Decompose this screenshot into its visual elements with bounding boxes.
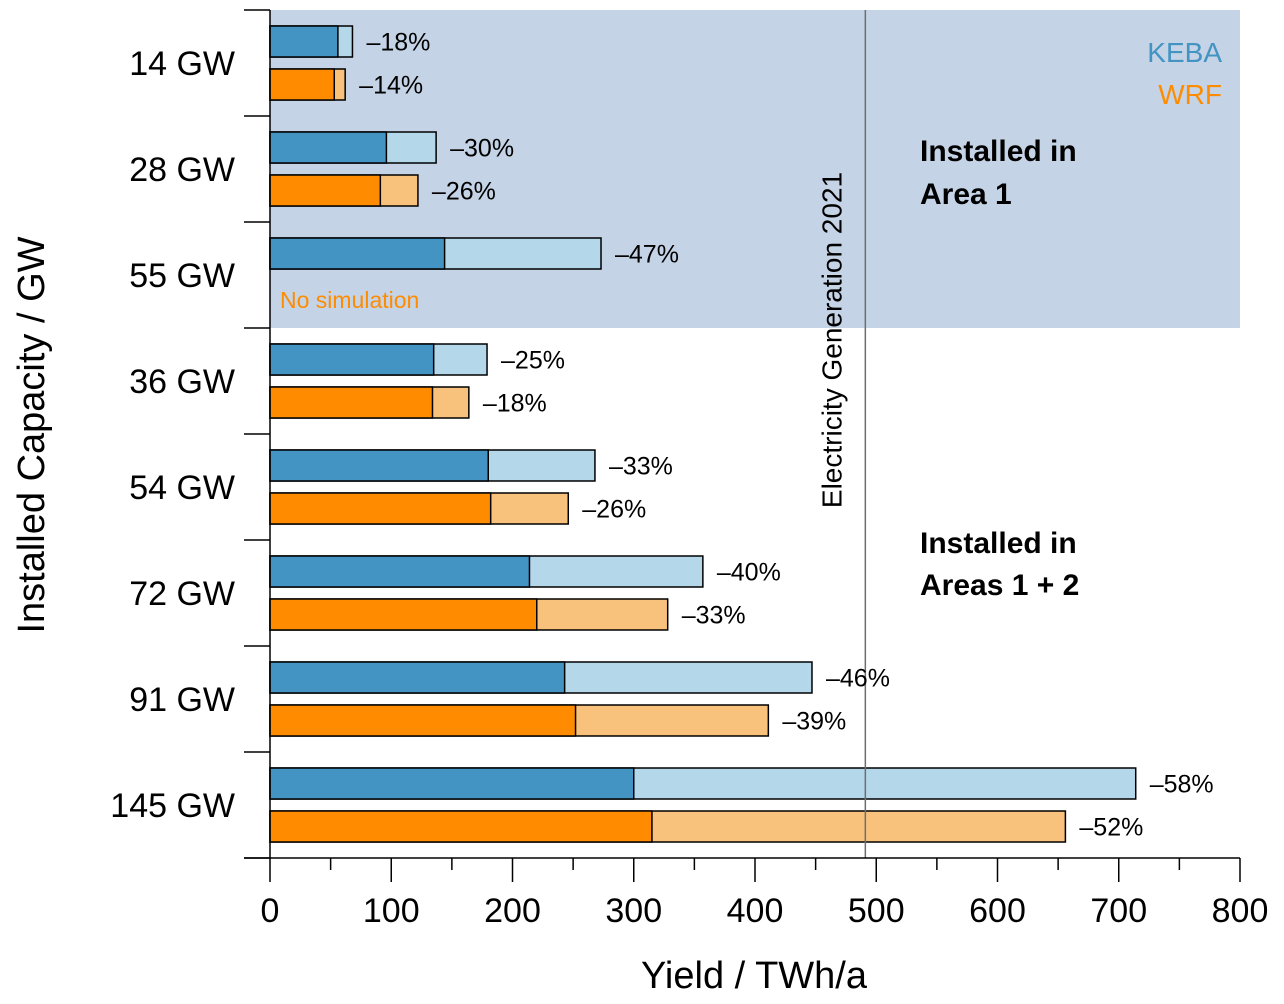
x-tick-label-1: 100 <box>363 892 420 930</box>
keba-yield-bar-3 <box>269 343 435 376</box>
x-tick-label-6: 600 <box>969 892 1026 930</box>
wrf-pct-label-0: –14% <box>359 72 423 100</box>
keba-yield-bar-7 <box>269 767 635 800</box>
y-tick-label-0: 14 GW <box>129 45 235 83</box>
y-tick-label-4: 54 GW <box>129 469 235 507</box>
wrf-yield-bar-3 <box>269 386 434 419</box>
x-tick-label-0: 0 <box>261 892 280 930</box>
wrf-pct-label-1: –26% <box>432 178 496 206</box>
keba-pct-label-7: –58% <box>1150 771 1214 799</box>
wrf-yield-bar-7 <box>269 810 653 843</box>
region-area1-label-line1: Installed in <box>920 135 1077 168</box>
keba-yield-bar-2 <box>269 237 446 270</box>
keba-yield-bar-4 <box>269 449 489 482</box>
legend-wrf: WRF <box>1158 79 1222 110</box>
keba-yield-bar-6 <box>269 661 566 694</box>
x-tick-label-2: 200 <box>484 892 541 930</box>
x-tick-label-8: 800 <box>1212 892 1269 930</box>
region-1-background <box>270 10 1240 328</box>
region-area1-label-line2: Area 1 <box>920 178 1012 211</box>
wrf-pct-label-5: –33% <box>682 602 746 630</box>
y-tick-label-3: 36 GW <box>129 363 235 401</box>
reference-line-label: Electricity Generation 2021 <box>816 172 847 508</box>
y-tick-label-7: 145 GW <box>110 787 235 825</box>
wrf-yield-bar-4 <box>269 492 492 525</box>
keba-yield-bar-0 <box>269 25 339 58</box>
keba-pct-label-1: –30% <box>450 135 514 163</box>
x-axis-title: Yield / TWh/a <box>641 955 868 997</box>
y-axis-title: Installed Capacity / GW <box>11 236 53 633</box>
keba-pct-label-4: –33% <box>609 453 673 481</box>
wrf-yield-bar-1 <box>269 174 382 207</box>
x-tick-label-3: 300 <box>605 892 662 930</box>
keba-pct-label-0: –18% <box>366 29 430 57</box>
wrf-yield-bar-6 <box>269 704 577 737</box>
wrf-yield-bar-5 <box>269 598 538 631</box>
keba-pct-label-5: –40% <box>717 559 781 587</box>
wrf-pct-label-7: –52% <box>1079 814 1143 842</box>
keba-yield-bar-1 <box>269 131 388 164</box>
keba-pct-label-2: –47% <box>615 241 679 269</box>
x-tick-label-7: 700 <box>1090 892 1147 930</box>
x-tick-label-4: 400 <box>727 892 784 930</box>
wrf-pct-label-4: –26% <box>582 496 646 524</box>
keba-pct-label-6: –46% <box>826 665 890 693</box>
wrf-pct-label-6: –39% <box>782 708 846 736</box>
y-tick-label-6: 91 GW <box>129 681 235 719</box>
y-tick-label-5: 72 GW <box>129 575 235 613</box>
region-area12-label-line2: Areas 1 + 2 <box>920 569 1079 602</box>
legend-keba: KEBA <box>1147 37 1222 68</box>
no-simulation-note: No simulation <box>280 287 419 313</box>
x-tick-label-5: 500 <box>848 892 905 930</box>
y-tick-label-1: 28 GW <box>129 151 235 189</box>
region-area12-label-line1: Installed in <box>920 527 1077 560</box>
y-tick-label-2: 55 GW <box>129 257 235 295</box>
wrf-pct-label-3: –18% <box>483 390 547 418</box>
keba-pct-label-3: –25% <box>501 347 565 375</box>
keba-yield-bar-5 <box>269 555 531 588</box>
wrf-yield-bar-0 <box>269 68 336 101</box>
